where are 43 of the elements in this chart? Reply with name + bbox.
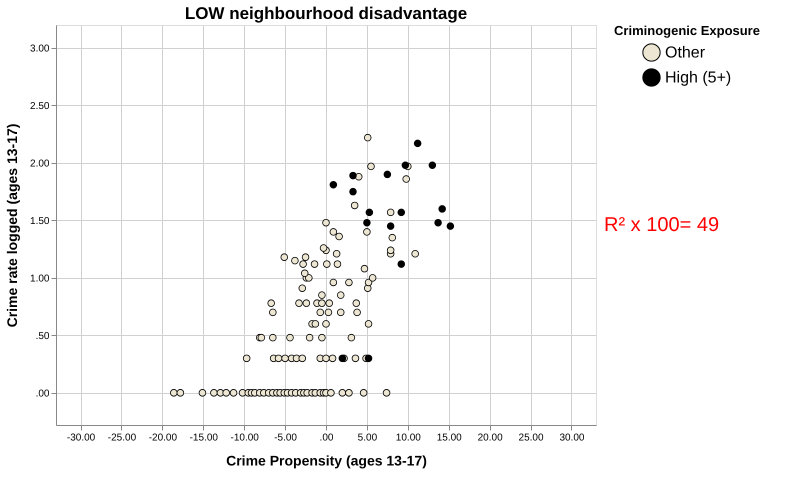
point (366, 208, 374, 216)
x-axis-title: Crime Propensity (ages 13-17) (226, 452, 427, 468)
x-tick-label: 20.00 (478, 432, 504, 444)
x-tick-label: -15.00 (190, 432, 218, 444)
x-tick-label: 5.00 (358, 432, 378, 444)
legend-title: Criminogenic Exposure (614, 23, 760, 38)
x-tick-label: 15.00 (436, 432, 462, 444)
x-tick-label: -10.00 (230, 432, 260, 444)
point (428, 161, 436, 169)
point (384, 170, 392, 178)
y-tick-label: 1.50 (30, 216, 50, 227)
y-tick-label: 2.50 (30, 100, 50, 112)
x-tick-label: -30.00 (66, 432, 96, 444)
point (349, 188, 357, 196)
y-tick-label: 2.00 (30, 158, 50, 170)
x-tick-label: 10.00 (396, 432, 422, 444)
text: R² x 100= 49 (604, 214, 720, 236)
x-tick-label: .00 (320, 432, 334, 444)
point (414, 140, 422, 148)
y-axis-title: Crime rate logged (ages 13-17) (4, 124, 20, 328)
point (446, 222, 454, 230)
x-tick-label: -20.00 (148, 432, 178, 444)
x-tick-label: 25.00 (518, 432, 544, 444)
x-tick-label: -25.00 (108, 432, 137, 444)
y-tick-label: 1.00 (30, 273, 50, 284)
legend-label: Other (665, 44, 706, 62)
chart-title: LOW neighbourhood disadvantage (184, 4, 468, 23)
point (398, 208, 406, 216)
x-tick-label: 30.00 (559, 432, 585, 444)
y-tick-label: .50 (36, 330, 50, 342)
point (363, 218, 371, 226)
point (330, 181, 338, 189)
legend-label: High (5+) (665, 70, 732, 86)
y-tick-label: .00 (36, 388, 50, 400)
point (364, 354, 372, 362)
point (402, 161, 410, 169)
point (349, 172, 357, 180)
point (434, 218, 442, 226)
point (398, 260, 406, 268)
y-tick-label: 3.00 (30, 43, 50, 54)
point (438, 205, 446, 213)
x-tick-label: -5.00 (274, 432, 298, 444)
point (386, 222, 394, 230)
